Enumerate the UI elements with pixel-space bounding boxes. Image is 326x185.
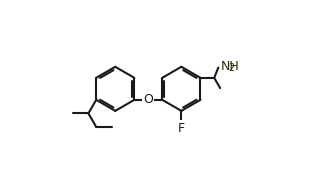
Text: O: O (143, 93, 153, 106)
Text: F: F (178, 122, 185, 134)
Text: NH: NH (221, 60, 239, 73)
Text: 2: 2 (228, 63, 234, 73)
